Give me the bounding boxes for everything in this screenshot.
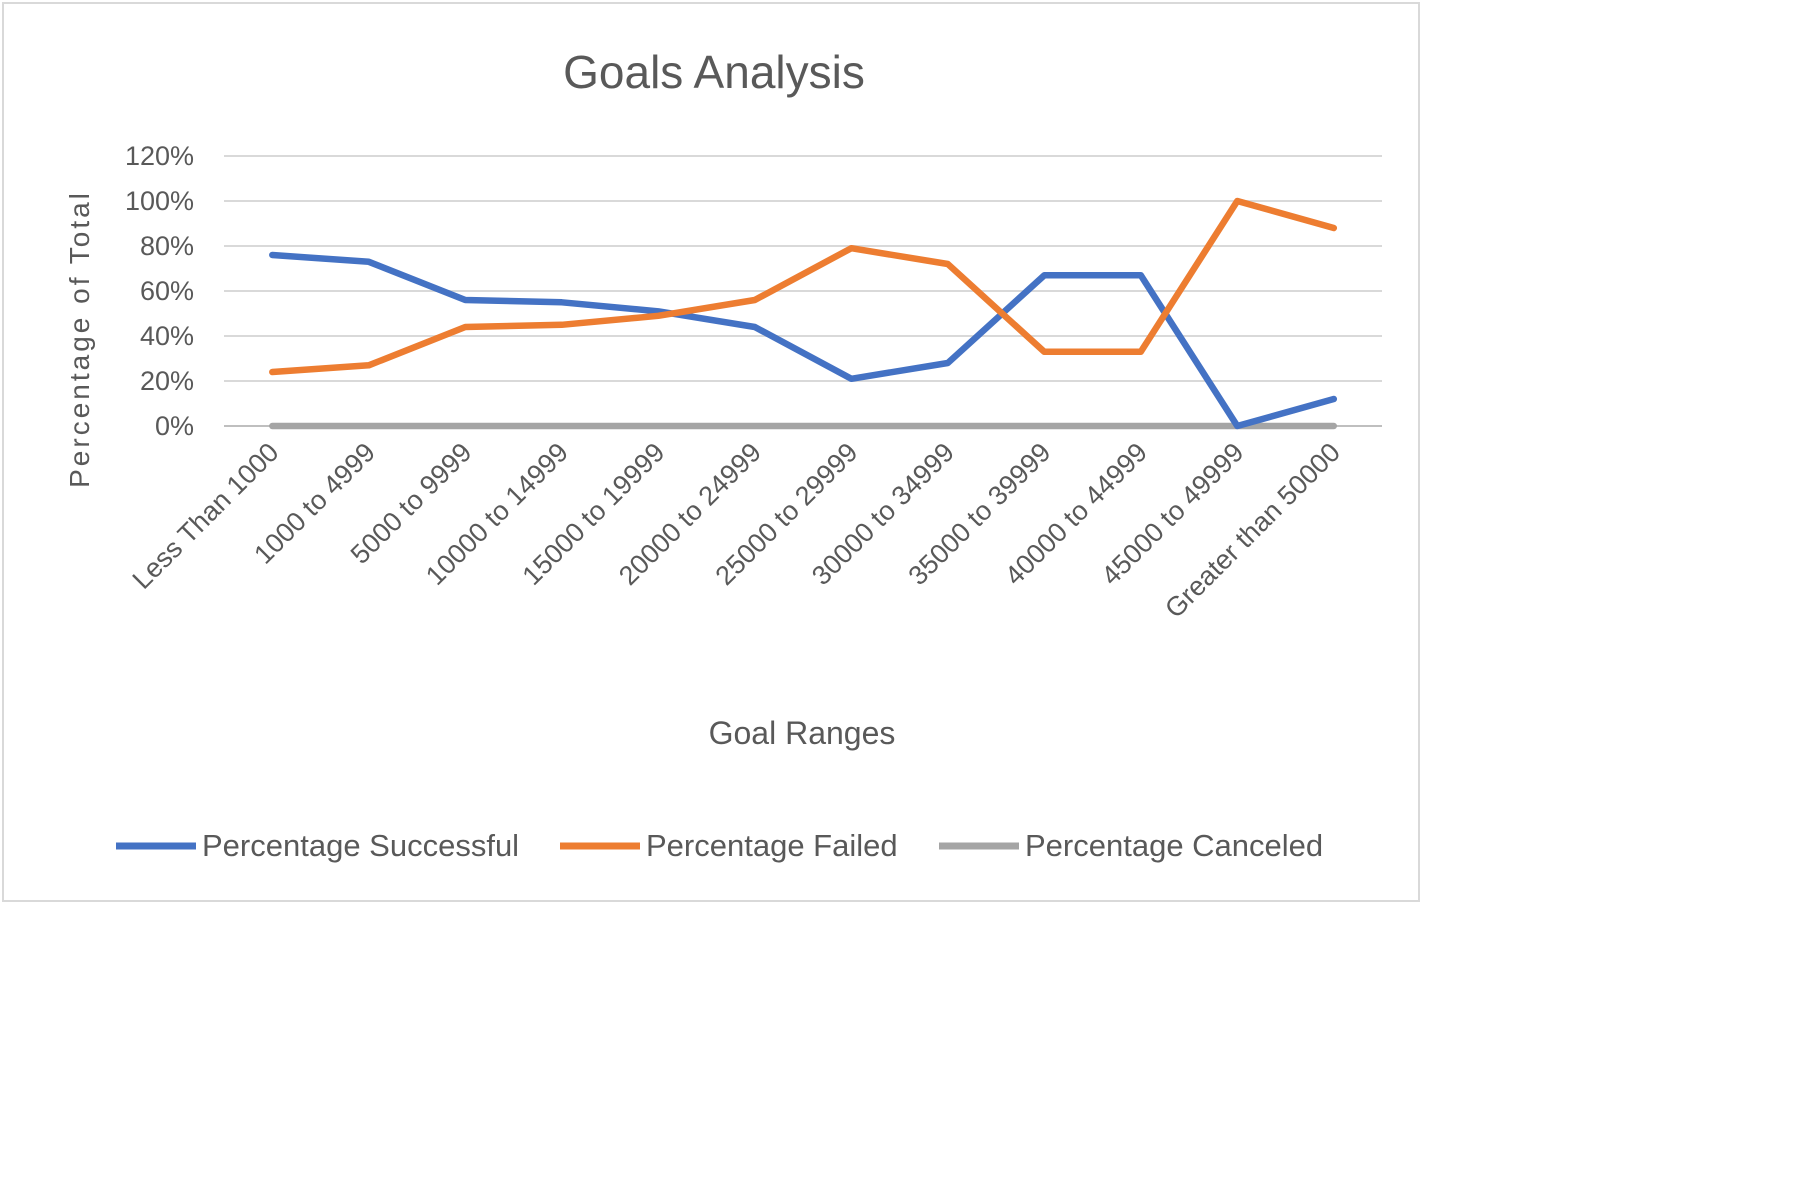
y-tick-label: 60% xyxy=(140,276,194,306)
line-chart: Goals Analysis 0% 20% 40% 60% 80% 100% 120% Le… xyxy=(64,46,1382,863)
y-axis-label: Percentage of Total xyxy=(64,190,95,488)
x-tick-label: Less Than 1000 xyxy=(127,437,285,595)
series-lines xyxy=(269,197,1338,430)
chart-title: Goals Analysis xyxy=(563,46,865,98)
x-tick-label: Greater than 50000 xyxy=(1159,437,1346,624)
legend-entry: Percentage Failed xyxy=(646,828,898,863)
y-tick-label: 0% xyxy=(155,411,194,441)
y-tick-label: 20% xyxy=(140,366,194,396)
y-tick-label: 100% xyxy=(125,186,194,216)
y-tick-label: 120% xyxy=(125,141,194,171)
series-line-percentage-successful xyxy=(269,251,1338,430)
legend-entry: Percentage Successful xyxy=(202,828,519,863)
legend: Percentage Successful Percentage Failed Pe… xyxy=(116,828,1323,863)
gridlines xyxy=(224,155,1382,427)
legend-entry: Percentage Canceled xyxy=(1025,828,1323,863)
y-tick-label: 80% xyxy=(140,231,194,261)
series-line-percentage-failed xyxy=(269,197,1338,376)
y-tick-label: 40% xyxy=(140,321,194,351)
y-axis-tick-labels: 0% 20% 40% 60% 80% 100% 120% xyxy=(125,141,194,441)
x-axis-label: Goal Ranges xyxy=(709,715,896,751)
chart-area[interactable]: Goals Analysis 0% 20% 40% 60% 80% 100% 120% Le… xyxy=(2,2,1420,902)
